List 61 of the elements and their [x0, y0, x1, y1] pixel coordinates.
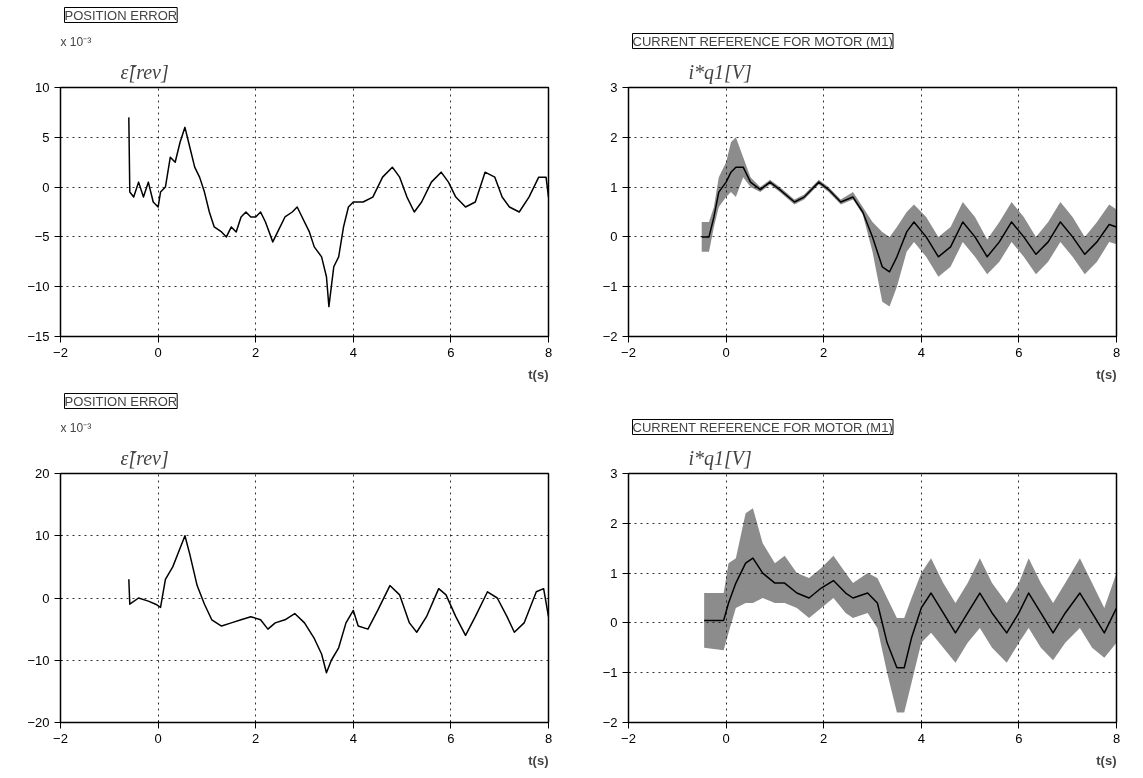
y-axis-title: ε̃[rev]: [120, 446, 169, 469]
y-tick-label: −20: [27, 715, 50, 730]
x-tick-label: 6: [447, 730, 455, 746]
x-tick-label: 4: [349, 730, 357, 746]
x-tick-label: 2: [820, 730, 828, 746]
y-tick-label: 1: [610, 179, 618, 195]
x-tick-label: 8: [1112, 730, 1121, 746]
x-tick-label: 6: [447, 344, 455, 360]
y-tick-label: 5: [42, 129, 50, 145]
y-tick-label: −1: [602, 279, 618, 295]
y-tick-label: −2: [602, 715, 618, 730]
y-tick-label: 10: [35, 528, 50, 544]
y-tick-label: 2: [610, 515, 618, 531]
x-tick-label: 8: [544, 344, 553, 360]
text: x 10⁻³: [60, 420, 92, 435]
x-tick-label: 8: [544, 730, 553, 746]
y-tick-label: 10: [35, 80, 50, 95]
x-tick-label: 2: [252, 730, 260, 746]
y-tick-label: 2: [610, 129, 618, 145]
y-tick-label: 0: [42, 590, 50, 606]
x-tick-label: 4: [349, 344, 357, 360]
x-axis-title: t(s): [528, 752, 549, 768]
y-tick-label: −1: [602, 665, 618, 681]
x-tick-label: 0: [722, 730, 730, 746]
x-axis-title: t(s): [1096, 752, 1117, 768]
x-tick-label: 4: [917, 730, 925, 746]
x-tick-label: −2: [53, 730, 68, 746]
chart-title: POSITION ERROR: [64, 393, 178, 409]
y-tick-label: 1: [610, 565, 618, 581]
x-tick-label: 4: [917, 344, 925, 360]
y-tick-label: 0: [42, 179, 50, 195]
x-tick-label: 0: [154, 730, 162, 746]
y-tick-label: 20: [35, 466, 50, 481]
x-tick-label: 0: [154, 344, 162, 360]
x-tick-label: 0: [722, 344, 730, 360]
x-tick-label: 2: [252, 344, 260, 360]
x-tick-label: −2: [53, 344, 68, 360]
y-axis-title: ε̃[rev]: [120, 60, 169, 83]
x-axis-title: t(s): [1096, 366, 1117, 382]
x-tick-label: 6: [1015, 344, 1023, 360]
x-axis-title: t(s): [528, 366, 549, 382]
y-tick-label: 0: [610, 615, 618, 631]
x-tick-label: −2: [621, 730, 636, 746]
text: x 10⁻³: [60, 34, 92, 49]
y-tick-label: −10: [27, 279, 50, 295]
chart-title: POSITION ERROR: [64, 7, 178, 23]
chart-title: CURRENT REFERENCE FOR MOTOR (M1): [632, 33, 893, 49]
y-tick-label: 3: [610, 466, 618, 481]
y-axis-title: i*q1[V]: [688, 446, 752, 470]
x-tick-label: 8: [1112, 344, 1121, 360]
y-tick-label: −10: [27, 652, 50, 668]
y-tick-label: −2: [602, 329, 618, 344]
y-tick-label: 0: [610, 229, 618, 245]
x-tick-label: 2: [820, 344, 828, 360]
y-tick-label: 3: [610, 80, 618, 95]
chart-title: CURRENT REFERENCE FOR MOTOR (M1): [632, 419, 893, 435]
y-axis-title: i*q1[V]: [688, 60, 752, 84]
y-tick-label: −15: [27, 329, 50, 344]
y-tick-label: −5: [34, 229, 50, 245]
x-tick-label: −2: [621, 344, 636, 360]
x-tick-label: 6: [1015, 730, 1023, 746]
